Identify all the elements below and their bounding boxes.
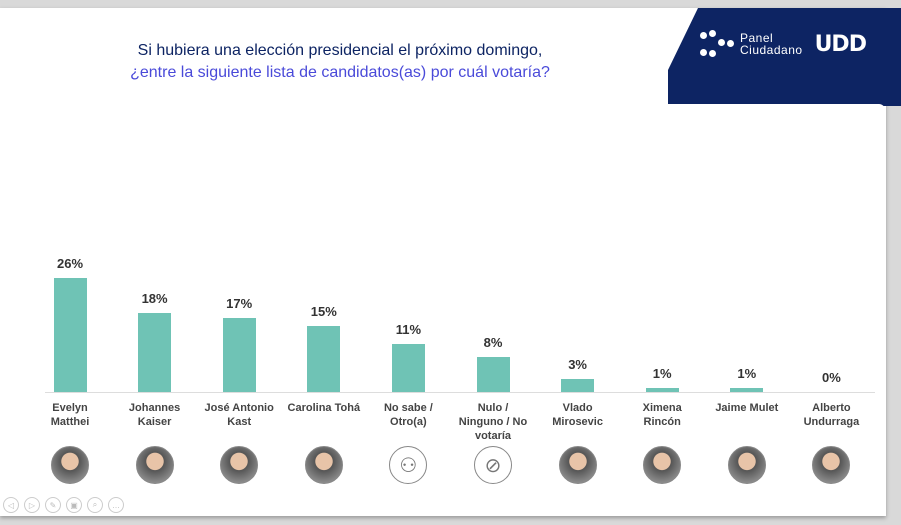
data-label: 0%: [821, 370, 841, 385]
bar: [53, 278, 87, 392]
category-label: Johannes Kaiser: [128, 402, 181, 428]
data-label: 1%: [652, 365, 672, 381]
slides-icon[interactable]: ▣: [66, 497, 82, 513]
next-icon[interactable]: ▷: [24, 497, 40, 513]
candidate-photo: [727, 446, 766, 484]
zoom-icon[interactable]: ⌕: [87, 497, 103, 513]
logo-ciudadano: Ciudadano: [740, 43, 803, 57]
data-label: 15%: [310, 304, 337, 320]
slide-controls: ◁ ▷ ✎ ▣ ⌕ …: [3, 497, 124, 513]
candidate-photo: [812, 446, 851, 484]
logo: Panel Ciudadano UDD: [700, 30, 867, 58]
category-label: No sabe / Otro(a): [383, 402, 433, 428]
category-label: Ximena Rincón: [642, 402, 682, 428]
header-banner: [668, 8, 901, 106]
more-icon[interactable]: …: [108, 497, 124, 513]
category-label: José Antonio Kast: [204, 402, 274, 428]
x-axis: [45, 392, 875, 393]
category-label: Nulo / Ninguno / No votaría: [458, 402, 528, 442]
content-card: [668, 104, 885, 134]
candidate-photo: [51, 446, 89, 484]
page-title: Si hubiera una elección presidencial el …: [60, 40, 620, 84]
people-target-icon: ⚇: [389, 446, 428, 484]
category-label: Jaime Mulet: [715, 402, 779, 414]
pen-icon[interactable]: ✎: [45, 497, 61, 513]
data-label: 17%: [226, 295, 253, 311]
bar: [138, 313, 172, 392]
title-line2: ¿entre la siguiente lista de candidatos(…: [130, 64, 550, 81]
title-line1: Si hubiera una elección presidencial el …: [137, 42, 543, 59]
category-label: Carolina Tohá: [287, 402, 361, 414]
udd-logo: UDD: [814, 31, 867, 57]
candidate-photo: [304, 446, 343, 484]
bar: [391, 343, 425, 392]
bar: [561, 378, 595, 392]
bar: [476, 356, 510, 392]
bar: [730, 387, 764, 392]
candidate-photo: [558, 446, 597, 484]
category-label: Evelyn Matthei: [50, 402, 90, 428]
data-label: 8%: [483, 334, 503, 350]
data-label: 11%: [395, 321, 422, 337]
category-label: Vlado Mirosevic: [552, 402, 603, 428]
bar: [222, 317, 256, 392]
prohibited-icon: ⊘: [474, 446, 512, 484]
logo-panel: Panel: [740, 31, 774, 45]
data-label: 1%: [737, 365, 757, 381]
candidate-photo: [135, 446, 174, 484]
data-label: 18%: [141, 291, 168, 307]
category-label: Alberto Undurraga: [803, 402, 860, 428]
panel-logo-icon: [700, 30, 734, 58]
candidate-photo: [220, 446, 259, 484]
bar: [645, 387, 679, 392]
data-label: 26%: [56, 256, 84, 272]
data-label: 3%: [568, 356, 587, 372]
candidate-photo: [643, 446, 682, 484]
previous-icon[interactable]: ◁: [3, 497, 19, 513]
bar: [307, 326, 341, 392]
